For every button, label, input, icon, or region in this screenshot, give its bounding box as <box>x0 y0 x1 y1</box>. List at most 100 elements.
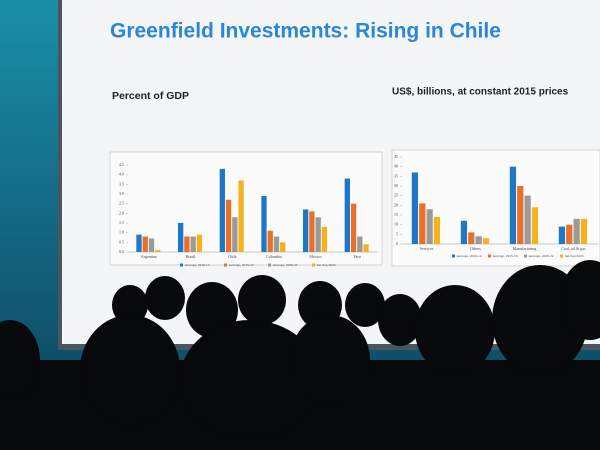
bar <box>419 203 426 244</box>
audience <box>0 260 600 450</box>
bar <box>357 236 363 252</box>
x-tick-label: Services <box>420 246 434 251</box>
bar <box>238 180 244 252</box>
bar <box>433 216 441 244</box>
y-tick-label: 20 <box>394 202 398 207</box>
legend-label: Average, 2010-14 <box>185 263 210 268</box>
legend-label: Average, 2020-22 <box>273 263 298 268</box>
bar <box>136 234 142 252</box>
head <box>415 285 495 375</box>
bar <box>350 203 357 252</box>
x-tick-label: Others <box>470 246 481 251</box>
x-tick-label: Mexico <box>309 254 321 259</box>
head <box>112 285 148 325</box>
legend-label: Jan-Sep 2023 <box>565 254 584 258</box>
head <box>345 283 385 327</box>
x-tick-label: Manufacturing <box>513 246 537 251</box>
bar <box>232 217 238 252</box>
x-tick-label: Peru <box>353 254 360 259</box>
y-tick-label: 40 <box>394 164 398 169</box>
bar <box>321 226 328 252</box>
bar <box>261 195 267 252</box>
x-tick-label: Chile <box>228 254 237 259</box>
head <box>80 315 180 425</box>
y-tick-label: 3.0 <box>119 191 124 196</box>
legend-label: Average, 2015-19 <box>229 263 254 268</box>
y-tick-label: 1.0 <box>119 230 124 235</box>
legend-label: Average, 2020-22 <box>529 254 554 259</box>
x-tick-label: Brazil <box>186 254 197 259</box>
y-tick-label: 4.5 <box>119 162 124 167</box>
bar <box>267 230 273 252</box>
x-tick-label: Argentina <box>141 254 157 259</box>
legend-label: Average, 2010-14 <box>457 254 482 259</box>
bar <box>196 234 203 252</box>
y-tick-label: 3.5 <box>119 181 124 186</box>
y-tick-label: 30 <box>394 183 398 188</box>
bar <box>344 178 350 252</box>
bar <box>148 238 155 252</box>
legend-swatch <box>312 263 315 267</box>
bar <box>482 238 490 244</box>
legend-label: Jan-Sep 2023 <box>317 263 336 267</box>
x-tick-label: Coal, oil & gas <box>561 246 586 252</box>
legend-swatch <box>524 254 527 258</box>
y-tick-label: 0.0 <box>119 249 124 254</box>
bar <box>280 242 286 252</box>
head <box>378 294 422 346</box>
legend-swatch <box>560 254 563 258</box>
y-tick-label: 25 <box>394 193 398 198</box>
head <box>180 320 320 440</box>
y-tick-label: 45 <box>394 154 398 159</box>
bar <box>142 236 148 252</box>
chart-frame <box>391 149 600 267</box>
bar <box>363 244 369 252</box>
bar <box>273 236 280 252</box>
bar <box>426 209 433 244</box>
head <box>145 276 185 320</box>
bar <box>580 218 588 244</box>
y-tick-label: 4.0 <box>119 172 124 177</box>
y-tick-label: 35 <box>394 173 398 178</box>
bar <box>475 236 482 244</box>
bar <box>225 199 232 252</box>
y-tick-label: 2.0 <box>119 210 124 215</box>
bar <box>573 218 580 244</box>
bar <box>524 195 531 244</box>
bar <box>566 224 573 244</box>
head <box>0 320 40 400</box>
y-tick-label: 15 <box>394 212 398 217</box>
bar <box>309 211 315 252</box>
chart-title: US$, billions, at constant 2015 prices <box>392 87 569 98</box>
legend-swatch <box>488 254 491 258</box>
y-tick-label: 5 <box>396 231 398 236</box>
chart-title: Percent of GDP <box>112 90 189 102</box>
bar <box>303 209 309 252</box>
y-tick-label: 10 <box>394 222 398 227</box>
bar <box>460 220 468 244</box>
y-tick-label: 0.5 <box>119 239 124 244</box>
x-tick-label: Colombia <box>266 254 282 259</box>
charts: 0.0 0.5 1.0 1.5 2.0 2.5 3.0 3.5 4.0 4.5 Argentina B… <box>119 154 598 268</box>
bar <box>190 236 196 252</box>
bar <box>155 250 161 252</box>
legend-label: Average, 2015-19 <box>493 254 518 259</box>
bar <box>411 172 419 244</box>
head <box>238 275 286 325</box>
head <box>290 315 370 405</box>
bar <box>184 236 190 252</box>
slide-title: Greenfield Investments: Rising in Chile <box>110 20 501 43</box>
y-tick-label: 2.5 <box>119 201 124 206</box>
legend-swatch <box>452 254 455 258</box>
legend-swatch <box>268 263 271 267</box>
y-tick-label: 1.5 <box>119 220 124 225</box>
legend-swatch <box>224 263 227 267</box>
bar <box>315 217 321 252</box>
bar <box>468 232 475 244</box>
bar <box>558 226 566 244</box>
bar <box>509 166 517 244</box>
chart-frame <box>109 151 383 266</box>
bar <box>219 168 225 252</box>
legend-swatch <box>180 263 183 267</box>
